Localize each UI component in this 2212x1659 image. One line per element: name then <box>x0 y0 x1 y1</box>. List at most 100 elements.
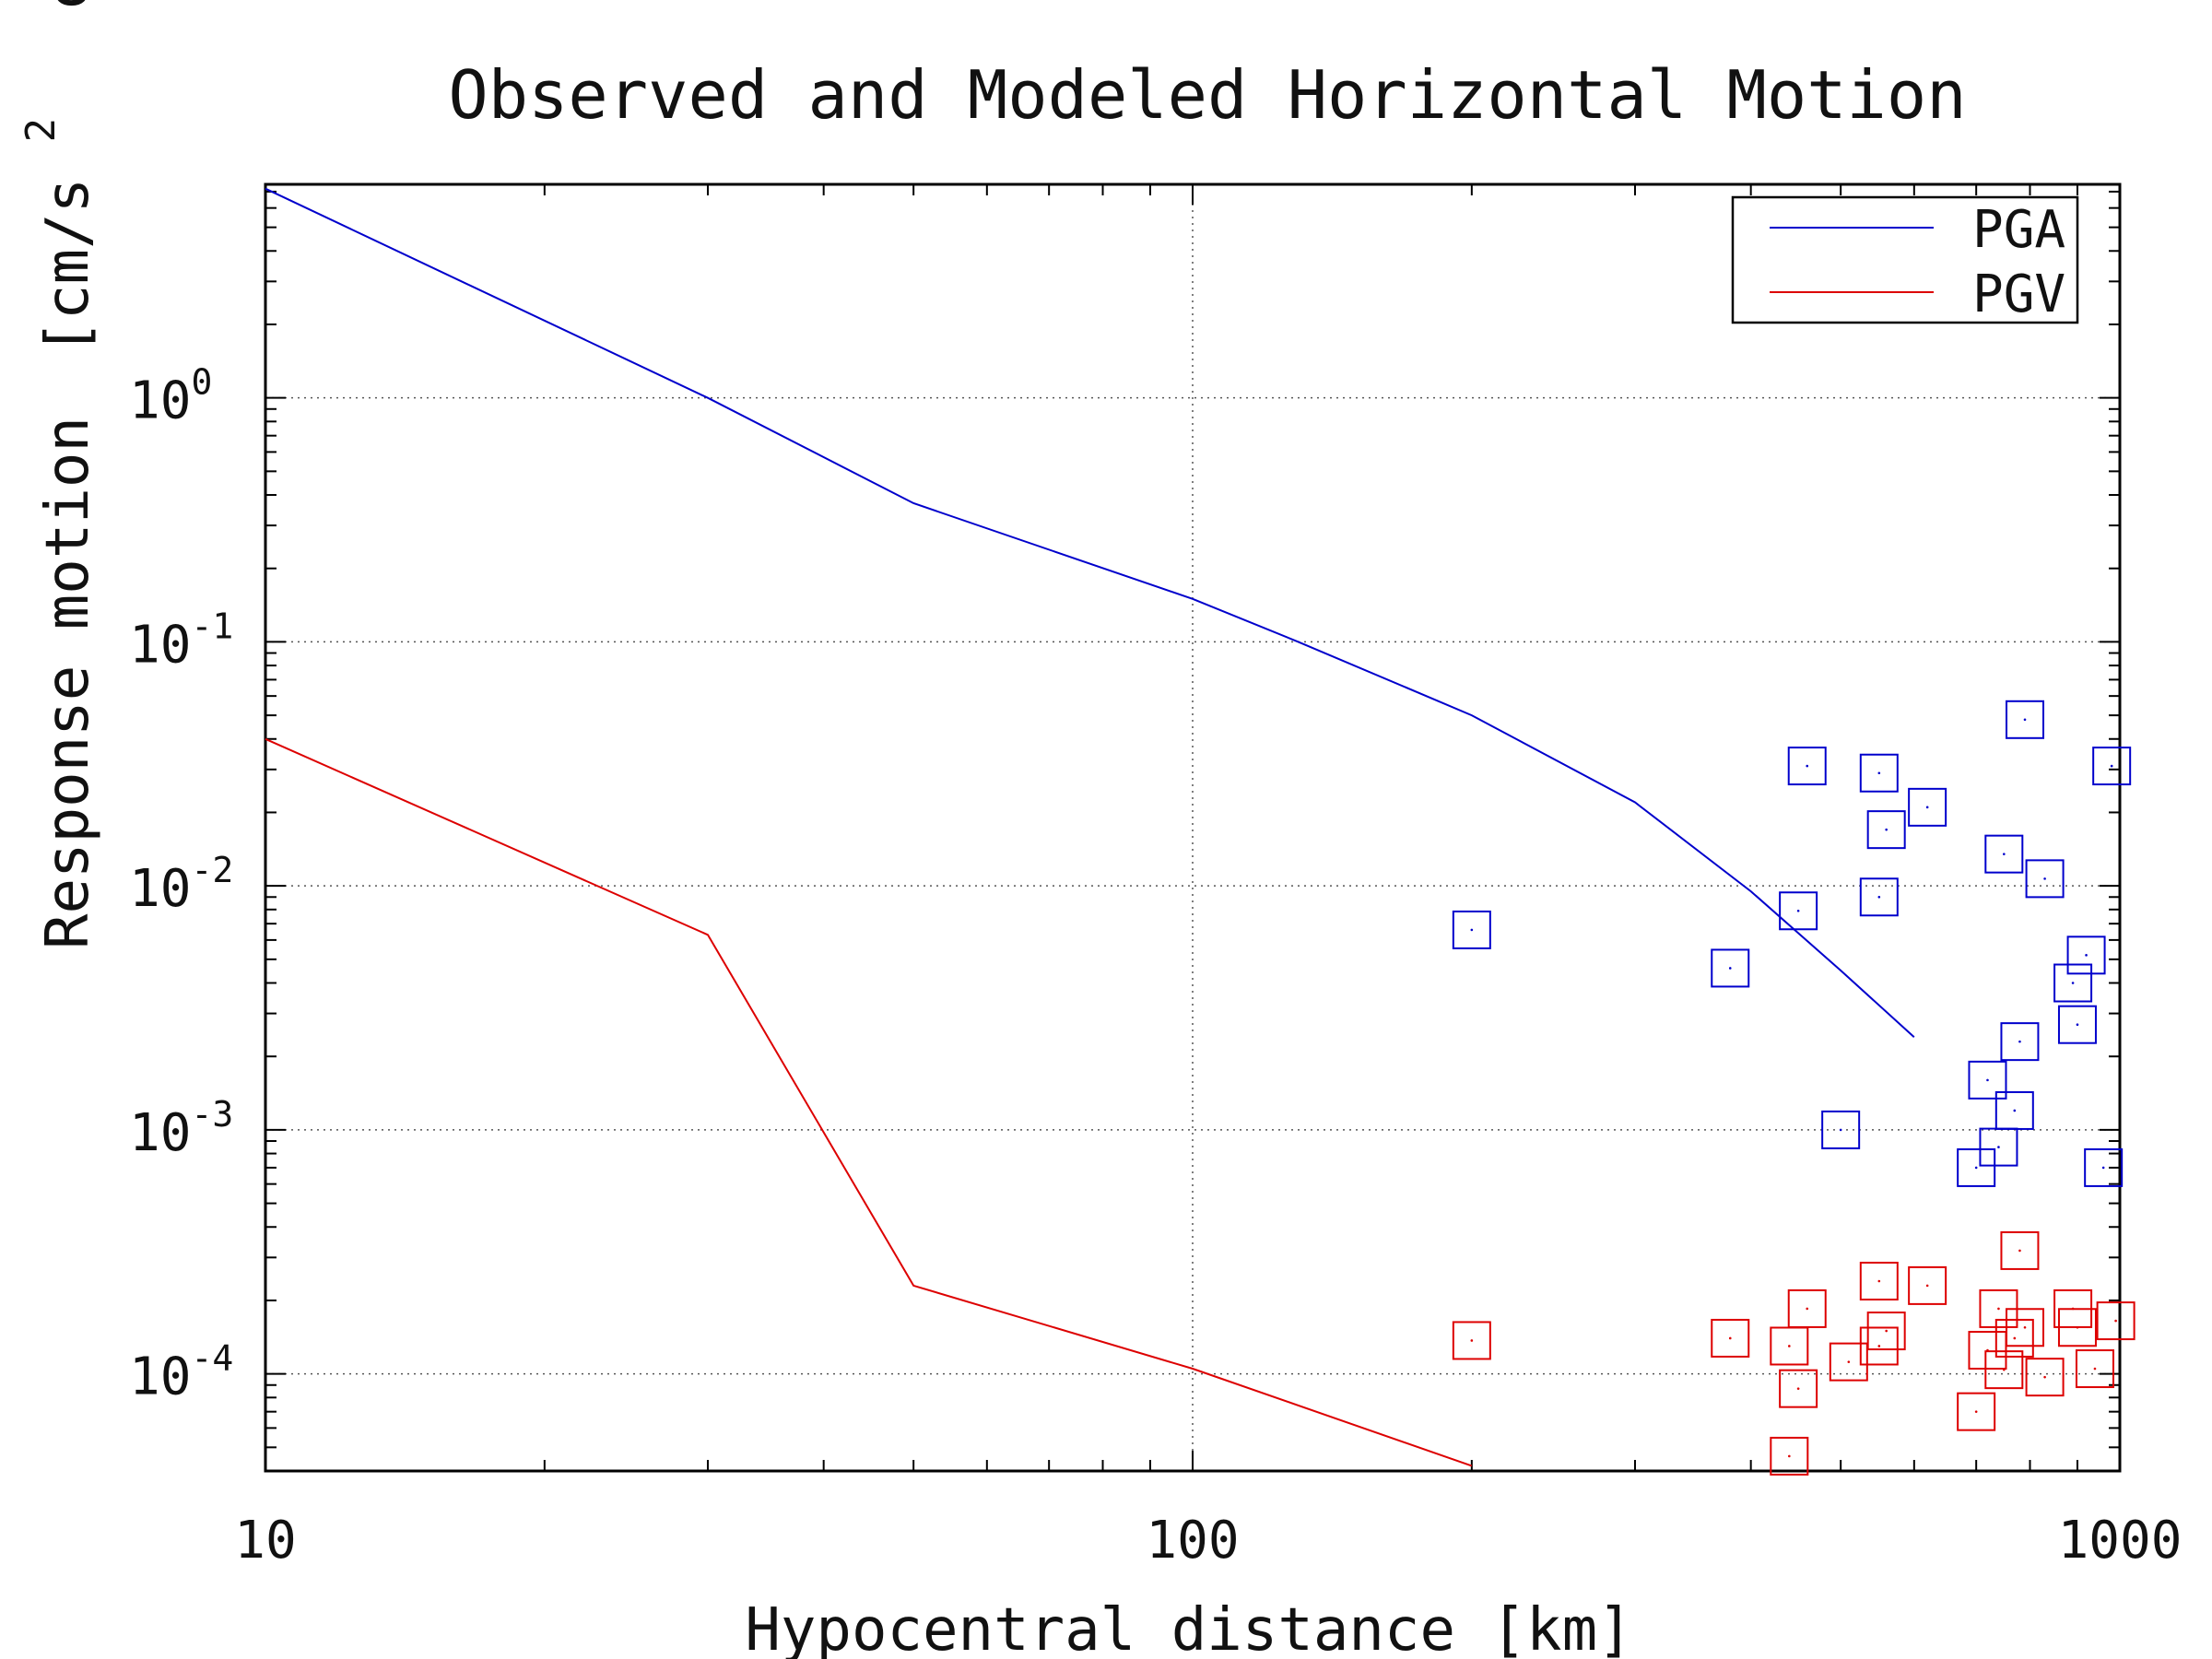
pgv-observed-marker <box>2057 1308 2097 1347</box>
pgv-observed-point <box>2043 1375 2046 1379</box>
pgv-observed-marker <box>2000 1230 2040 1270</box>
pgv-observed-point <box>2023 1325 2027 1329</box>
pga-observed-point <box>2110 764 2113 768</box>
pgv-observed-point <box>2018 1249 2021 1253</box>
pgv-observed-marker <box>1452 1321 1491 1360</box>
x-tick-label: 100 <box>1146 1511 1239 1571</box>
pgv-observed-point <box>1788 1345 1791 1347</box>
y-tick-label: 10-4 <box>129 1338 233 1407</box>
y-tick-label: 10-2 <box>129 850 233 919</box>
pga-observed-point <box>1796 909 1800 912</box>
x-axis-label: Hypocentral distance [km] <box>745 1596 1632 1659</box>
pgv-observed-marker <box>1859 1261 1899 1300</box>
pga-observed-marker <box>1821 1110 1861 1149</box>
y-tick-label-base: 10 <box>129 1347 191 1407</box>
pga-observed-marker <box>1968 1060 2007 1100</box>
pgv-observed-marker <box>1957 1392 1996 1431</box>
pga-observed-marker <box>1859 877 1899 917</box>
pgv-observed-point <box>1877 1345 1881 1347</box>
pgv-observed-point <box>2114 1319 2117 1323</box>
pga-observed-marker <box>1859 753 1899 793</box>
pga-observed-marker <box>1866 810 1906 850</box>
pga-observed-marker <box>2025 859 2065 899</box>
pga-observed-point <box>1997 1146 2000 1148</box>
x-tick-label: 1000 <box>2058 1511 2183 1571</box>
pga-observed-marker <box>1994 1090 2034 1130</box>
y-tick-label-exponent: -1 <box>191 606 233 646</box>
pgv-observed-marker <box>1994 1318 2034 1358</box>
pga-observed-point <box>2023 718 2027 722</box>
pga-observed-marker <box>1957 1147 1996 1187</box>
pga-model-curve <box>265 187 1915 1038</box>
pga-observed-marker <box>1779 891 1818 931</box>
grid <box>265 184 2120 1471</box>
y-axis-label: Response motion [cm/s 2 cm/s] <box>1 0 102 949</box>
y-tick-label-base: 10 <box>129 1103 191 1163</box>
pga-observed-point <box>2013 1109 2017 1112</box>
pgv-observed-marker <box>1770 1436 1809 1476</box>
pgv-observed-point <box>1847 1360 1851 1363</box>
pgv-observed-marker <box>2025 1358 2065 1397</box>
x-tick-label: 10 <box>234 1511 296 1571</box>
chart-title: Observed and Modeled Horizontal Motion <box>448 56 1966 134</box>
pgv-observed-marker <box>2006 1308 2045 1347</box>
pga-observed-marker <box>2066 935 2106 975</box>
pga-observed-point <box>1986 1078 1989 1082</box>
pgv-observed-point <box>1974 1410 1978 1413</box>
pga-observed-point <box>1470 928 1474 932</box>
pgv-observed-marker <box>1984 1350 2024 1390</box>
pga-observed-marker <box>1787 747 1827 786</box>
pgv-observed-point <box>1470 1339 1474 1342</box>
legend: PGA PGV <box>1731 195 2079 324</box>
pgv-observed-point <box>1925 1284 1929 1288</box>
pgv-observed-marker <box>1779 1369 1818 1408</box>
pgv-observed-point <box>1997 1307 2000 1311</box>
y-axis-label-unit-rest: cm/s] <box>34 0 102 82</box>
y-tick-label-base: 10 <box>129 615 191 675</box>
legend-pgv-label: PGV <box>1972 265 2065 324</box>
y-tick-label-exponent: -3 <box>191 1094 233 1135</box>
pga-observed-point <box>1877 895 1881 899</box>
pgv-observed-point <box>1885 1329 1888 1333</box>
y-axis-label-unit-sup: 2 <box>18 118 65 143</box>
y-tick-label-exponent: -2 <box>191 850 233 890</box>
pgv-observed-marker <box>1908 1265 1947 1305</box>
pgv-observed-point <box>2076 1325 2079 1329</box>
pgv-observed-point <box>1877 1279 1881 1283</box>
y-tick-label: 10-3 <box>129 1094 233 1163</box>
pga-observed-point <box>1925 806 1929 809</box>
pga-observed-point <box>1806 764 1809 768</box>
pga-observed-point <box>1885 828 1888 831</box>
pga-observed-point <box>1974 1166 1978 1170</box>
pga-observed-marker <box>2053 963 2093 1003</box>
y-tick-label: 100 <box>129 362 212 431</box>
pgv-observed-point <box>1806 1307 1809 1311</box>
pgv-observed-point <box>1728 1336 1732 1340</box>
pga-observed-point <box>2071 982 2075 984</box>
pga-observed-marker <box>2000 1022 2040 1062</box>
pga-observed-point <box>1839 1128 1842 1132</box>
pga-observed-point <box>1728 967 1732 970</box>
pga-observed-marker <box>1908 787 1947 827</box>
pgv-observed-point <box>2013 1336 2017 1340</box>
pga-observed-point <box>2003 853 2006 855</box>
pga-observed-marker <box>2092 747 2132 786</box>
pgv-observed-point <box>2093 1367 2097 1371</box>
legend-box <box>1731 195 2079 324</box>
pgv-model-curve <box>265 737 1473 1467</box>
pgv-observed-point <box>1796 1387 1800 1390</box>
pgv-observed-point <box>1788 1454 1791 1458</box>
y-tick-label-base: 10 <box>129 859 191 919</box>
pga-observed-marker <box>2057 1005 2097 1044</box>
y-axis-label-main: Response motion <box>34 417 102 949</box>
pgv-observed-marker <box>1829 1342 1868 1382</box>
pga-observed-point <box>2101 1166 2105 1170</box>
pga-observed-point <box>1877 771 1881 775</box>
pga-observed-point <box>2043 877 2046 880</box>
pgv-observed-marker <box>1787 1288 1827 1328</box>
pgv-observed-marker <box>1968 1330 2007 1370</box>
pgv-observed-marker <box>2075 1349 2114 1389</box>
pgv-observed-marker <box>2096 1301 2136 1341</box>
